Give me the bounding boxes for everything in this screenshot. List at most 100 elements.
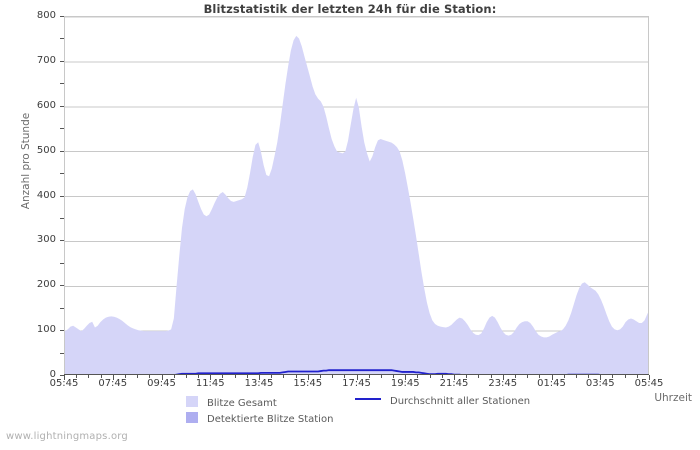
y-tick-mark [60, 330, 64, 332]
x-tick-minor [137, 375, 139, 378]
x-tick-minor [198, 375, 200, 378]
y-axis-line [64, 16, 65, 375]
y-tick-minor [60, 83, 64, 85]
y-tick-mark [60, 16, 64, 17]
y-tick-label: 200 [36, 279, 56, 291]
x-tick-label: 03:45 [585, 378, 615, 389]
x-tick-minor [234, 375, 236, 378]
y-tick-label: 600 [36, 99, 56, 111]
x-tick-minor [368, 375, 370, 378]
x-tick-mark [210, 375, 212, 380]
y-tick-minor [60, 307, 64, 309]
y-tick-mark [60, 60, 64, 62]
x-tick-mark [356, 375, 358, 380]
plot-svg [65, 17, 648, 374]
line-durchschnitt [174, 369, 600, 374]
legend-item-durchschnitt: Durchschnitt aller Stationen [355, 396, 530, 408]
x-tick-label: 13:45 [244, 378, 274, 389]
y-tick-mark [60, 285, 64, 287]
x-tick-minor [624, 375, 626, 378]
chart-title: Blitzstatistik der letzten 24h für die S… [203, 2, 497, 16]
y-tick-mark [60, 240, 64, 242]
x-tick-minor [271, 375, 273, 378]
x-axis-title: Uhrzeit [654, 392, 692, 404]
x-tick-mark [307, 375, 309, 380]
x-tick-label: 01:45 [537, 378, 566, 389]
x-tick-minor [173, 375, 175, 378]
x-tick-minor [539, 375, 541, 378]
y-tick-minor [60, 173, 64, 175]
x-tick-minor [636, 375, 638, 378]
y-tick-label: 0 [49, 369, 56, 380]
legend-swatch-blitze-gesamt [186, 396, 198, 407]
legend-item-blitze-gesamt: Blitze Gesamt [186, 396, 277, 410]
x-tick-minor [612, 375, 614, 378]
legend-line-durchschnitt [355, 398, 381, 400]
x-tick-minor [380, 375, 382, 378]
y-tick-label: 300 [36, 234, 56, 246]
x-tick-minor [124, 375, 126, 378]
x-tick-mark [454, 375, 455, 380]
y-tick-mark [60, 105, 64, 107]
plot-area [64, 16, 649, 375]
x-tick-minor [466, 375, 468, 378]
x-tick-mark [551, 375, 553, 380]
legend-swatch-detektierte-blitze [186, 412, 198, 423]
x-tick-minor [100, 375, 102, 378]
x-tick-minor [478, 375, 480, 378]
x-tick-mark [112, 375, 114, 380]
x-tick-label: 11:45 [195, 378, 225, 389]
x-tick-minor [88, 375, 90, 378]
x-tick-minor [295, 375, 297, 378]
x-tick-mark [502, 375, 504, 380]
x-tick-minor [490, 375, 492, 378]
legend-label-blitze-gesamt: Blitze Gesamt [207, 398, 277, 409]
x-tick-minor [344, 375, 346, 378]
y-tick-minor [60, 38, 64, 40]
x-tick-mark [259, 375, 260, 380]
y-axis-title: Anzahl pro Stunde [20, 112, 32, 210]
x-tick-minor [332, 375, 334, 378]
y-tick-label: 400 [36, 189, 56, 201]
x-tick-mark [405, 375, 407, 380]
x-tick-minor [429, 375, 431, 378]
x-tick-minor [222, 375, 224, 378]
y-tick-minor [60, 217, 64, 219]
y-tick-label: 800 [36, 10, 56, 21]
x-tick-minor [185, 375, 187, 378]
x-tick-label: 19:45 [390, 378, 420, 389]
x-tick-label: 17:45 [342, 378, 371, 389]
y-tick-minor [60, 352, 64, 354]
x-tick-minor [246, 375, 248, 378]
x-tick-minor [514, 375, 516, 378]
x-tick-minor [76, 375, 78, 378]
x-tick-label: 07:45 [98, 378, 128, 389]
x-tick-minor [575, 375, 577, 378]
chart-legend: Blitze Gesamt Detektierte Blitze Station… [0, 394, 700, 430]
legend-label-detektierte-blitze: Detektierte Blitze Station [207, 414, 334, 425]
x-tick-minor [417, 375, 419, 378]
x-tick-label: 23:45 [488, 378, 518, 389]
x-tick-minor [441, 375, 443, 378]
y-tick-label: 700 [36, 54, 56, 66]
legend-label-durchschnitt: Durchschnitt aller Stationen [390, 396, 531, 407]
y-tick-label: 100 [36, 324, 56, 336]
y-tick-minor [60, 262, 64, 264]
y-tick-mark [60, 150, 64, 152]
watermark: www.lightningmaps.org [6, 431, 128, 442]
x-axis-line [64, 374, 649, 375]
x-tick-label: 21:45 [439, 378, 469, 389]
area-blitze-gesamt [65, 35, 648, 374]
y-tick-minor [60, 128, 64, 130]
x-tick-mark [600, 375, 602, 380]
x-tick-minor [393, 375, 395, 378]
legend-item-detektierte-blitze: Detektierte Blitze Station [186, 412, 333, 426]
x-tick-mark [161, 375, 163, 380]
x-tick-mark [649, 375, 650, 380]
x-tick-minor [283, 375, 285, 378]
y-tick-mark [60, 375, 64, 376]
x-tick-minor [563, 375, 565, 378]
x-tick-label: 05:45 [49, 378, 79, 389]
x-tick-minor [319, 375, 321, 378]
x-tick-mark [64, 375, 65, 380]
